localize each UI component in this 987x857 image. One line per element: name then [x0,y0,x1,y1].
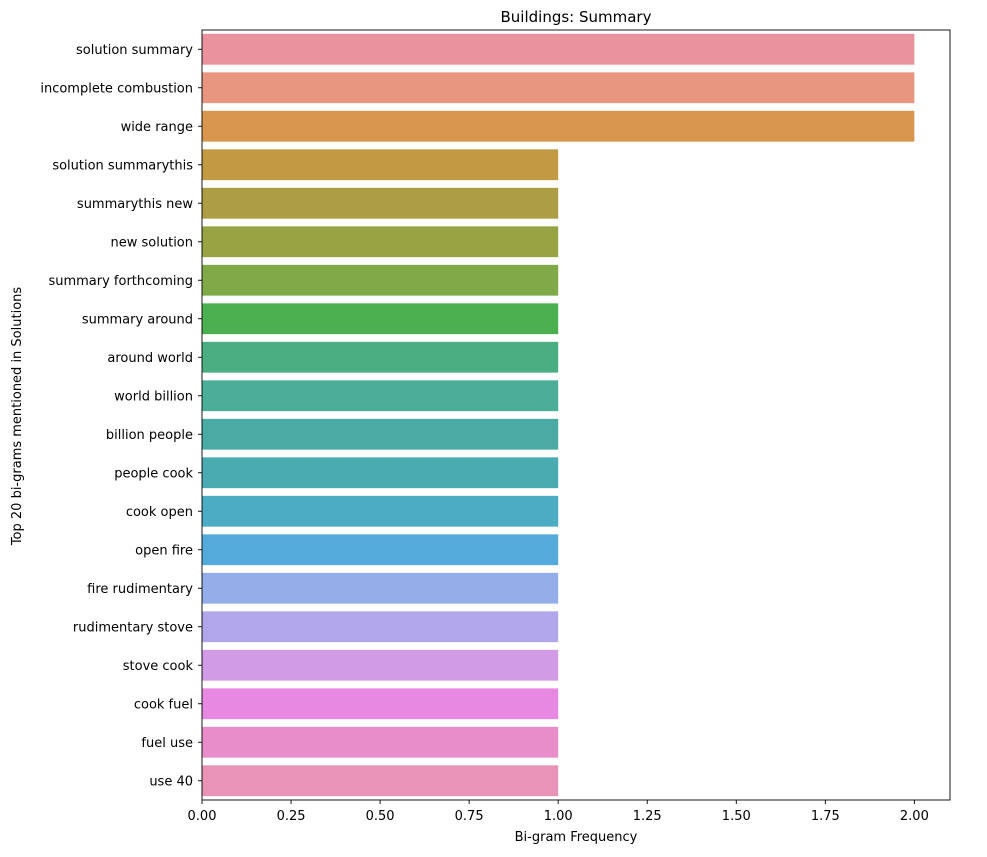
bar [202,110,915,142]
y-tick-label: cook open [126,505,193,520]
y-tick-label: world billion [114,389,193,404]
y-tick-label: new solution [111,235,193,250]
bar [202,226,559,258]
x-tick-label: 2.00 [900,809,929,824]
bar [202,72,915,104]
bar [202,149,559,181]
y-tick-label: billion people [106,428,193,443]
y-tick-label: cook fuel [134,697,193,712]
y-axis-label: Top 20 bi-grams mentioned in Solutions [10,287,25,547]
bar [202,457,559,489]
y-tick-label: solution summarythis [52,158,193,173]
y-tick-label: incomplete combustion [40,81,193,96]
y-tick-labels: solution summary incomplete combustion wid… [40,43,202,789]
bar [202,726,559,758]
bar [202,572,559,604]
x-tick-labels: 0.00 0.25 0.50 0.75 1.00 1.25 1.50 1.75 2.00 [188,800,929,824]
bar [202,264,559,296]
x-tick-label: 1.00 [544,809,573,824]
bar [202,534,559,566]
bar [202,611,559,643]
y-tick-label: summarythis new [77,197,193,212]
y-tick-label: fire rudimentary [87,582,193,597]
y-tick-label: summary around [82,312,193,327]
y-tick-label: rudimentary stove [73,620,193,635]
bar [202,341,559,373]
y-tick-label: summary forthcoming [48,274,193,289]
bar [202,688,559,720]
x-axis-label: Bi-gram Frequency [515,830,638,845]
x-tick-label: 1.75 [811,809,840,824]
bar [202,187,559,219]
bar [202,765,559,797]
y-tick-label: open fire [135,543,193,558]
y-tick-label: stove cook [123,659,194,674]
x-tick-label: 1.50 [722,809,751,824]
y-tick-label: wide range [121,120,193,135]
y-tick-label: fuel use [141,736,193,751]
bar [202,380,559,412]
bar [202,418,559,450]
bar [202,303,559,335]
x-tick-label: 0.25 [277,809,306,824]
bar [202,649,559,681]
bar [202,495,559,527]
y-tick-label: use 40 [149,774,193,789]
y-tick-label: around world [107,351,193,366]
x-tick-label: 0.00 [188,809,217,824]
bar [202,33,915,65]
x-tick-label: 1.25 [633,809,662,824]
bars-layer [202,33,915,797]
x-tick-label: 0.50 [366,809,395,824]
x-tick-label: 0.75 [455,809,484,824]
plot-frame [201,29,951,801]
y-tick-label: people cook [114,466,193,481]
y-tick-label: solution summary [76,43,193,58]
chart-title: Buildings: Summary [501,8,652,26]
